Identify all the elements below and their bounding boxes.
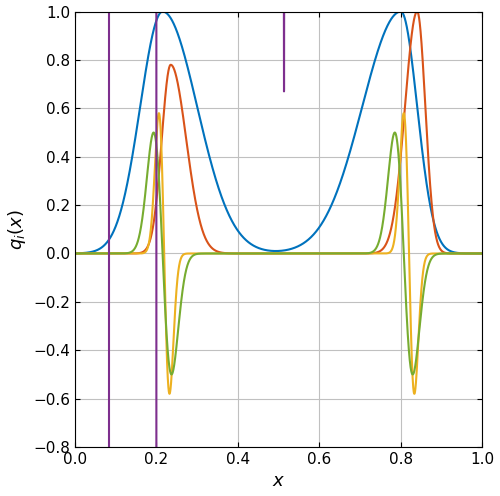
Y-axis label: $q_i(x)$: $q_i(x)$ xyxy=(6,209,28,249)
X-axis label: $x$: $x$ xyxy=(272,473,285,491)
